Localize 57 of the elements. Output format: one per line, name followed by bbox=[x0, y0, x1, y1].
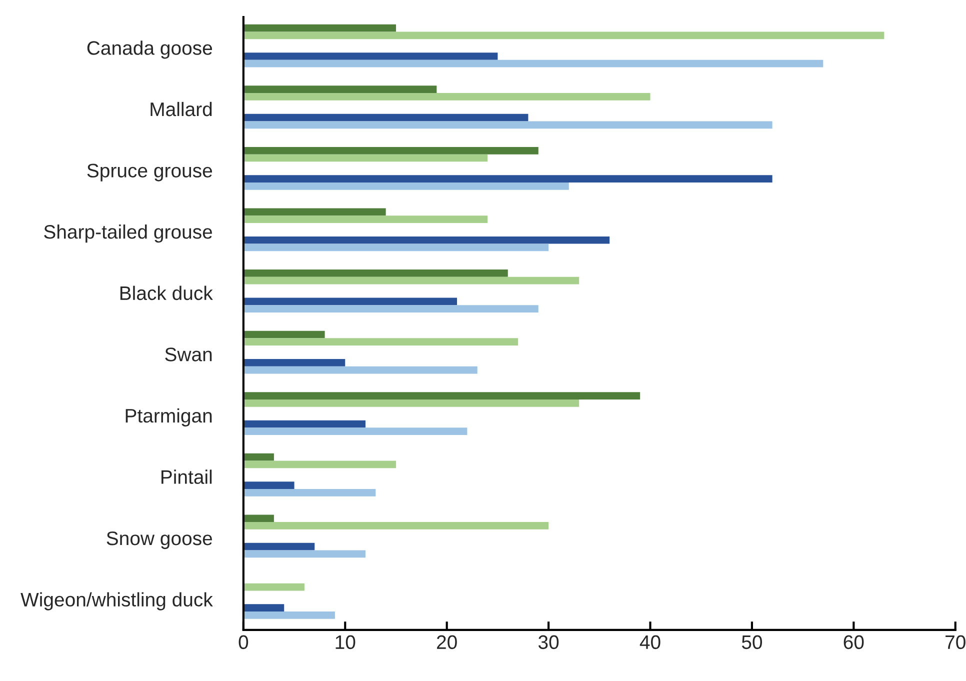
y-tick-label: Canada goose bbox=[87, 40, 212, 59]
bar bbox=[243, 298, 458, 306]
bar bbox=[243, 460, 396, 468]
y-tick-label: Wigeon/whistling duck bbox=[20, 592, 213, 610]
bar bbox=[243, 216, 488, 223]
y-tick-label: Sharp-tailed grouse bbox=[44, 224, 212, 243]
bar bbox=[243, 93, 650, 100]
bar bbox=[243, 612, 335, 619]
bar bbox=[243, 392, 640, 400]
bar bbox=[243, 208, 386, 216]
x-tick-label: 20 bbox=[437, 635, 457, 650]
bar bbox=[243, 359, 346, 366]
bar bbox=[243, 52, 498, 60]
x-tick-label: 10 bbox=[336, 635, 356, 650]
y-tick-label: Ptarmigan bbox=[126, 408, 212, 426]
bar bbox=[243, 121, 772, 129]
x-tick-label: 40 bbox=[640, 635, 660, 650]
bar bbox=[243, 32, 884, 40]
y-tick-label: Black duck bbox=[120, 286, 213, 300]
bar bbox=[243, 175, 772, 183]
bar bbox=[243, 514, 274, 522]
bar bbox=[243, 522, 549, 530]
bar bbox=[243, 270, 508, 277]
bar bbox=[243, 488, 376, 496]
bar bbox=[243, 604, 284, 612]
y-tick-label: Mallard bbox=[150, 102, 212, 116]
x-tick-label: 70 bbox=[946, 635, 966, 650]
x-tick-label: 0 bbox=[238, 635, 248, 650]
bar bbox=[243, 86, 437, 94]
bar bbox=[243, 114, 528, 122]
bar bbox=[243, 428, 468, 436]
bar bbox=[243, 244, 549, 252]
x-tick-label: 30 bbox=[538, 635, 559, 650]
bar bbox=[243, 399, 580, 407]
bar bbox=[243, 420, 366, 428]
bar bbox=[243, 305, 538, 312]
bar bbox=[243, 182, 569, 190]
bar bbox=[243, 60, 824, 68]
bar bbox=[243, 482, 294, 489]
y-tick-label: Pintail bbox=[162, 470, 212, 484]
y-tick-label: Spruce grouse bbox=[87, 164, 212, 182]
bar bbox=[243, 453, 274, 461]
bar bbox=[243, 550, 366, 558]
x-tick-label: 50 bbox=[742, 635, 762, 650]
bar bbox=[243, 330, 325, 338]
bar bbox=[243, 583, 304, 591]
bar bbox=[243, 236, 610, 244]
bar bbox=[243, 146, 538, 154]
bar bbox=[243, 276, 580, 284]
bar bbox=[243, 542, 315, 550]
bar bbox=[243, 24, 396, 32]
y-tick-label: Snow goose bbox=[106, 531, 212, 550]
x-tick-label: 60 bbox=[844, 635, 864, 650]
bar bbox=[243, 338, 518, 346]
bar bbox=[243, 154, 488, 162]
y-tick-label: Swan bbox=[165, 348, 212, 362]
bar bbox=[243, 366, 478, 374]
